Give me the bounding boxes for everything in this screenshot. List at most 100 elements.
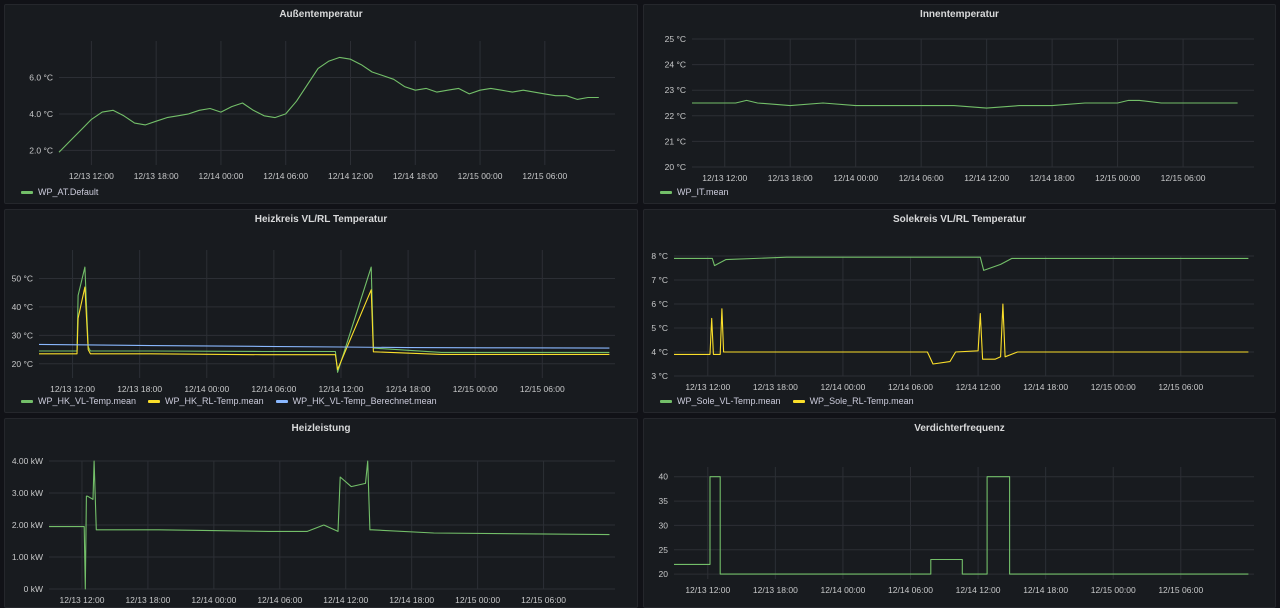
x-tick-label: 12/13 18:00	[125, 595, 170, 605]
x-tick-label: 12/15 06:00	[1158, 382, 1203, 392]
legend-label: WP_HK_VL-Temp_Berechnet.mean	[292, 396, 437, 406]
x-tick-label: 12/14 06:00	[899, 173, 944, 183]
panel-title: Verdichterfrequenz	[914, 423, 1005, 434]
legend-item[interactable]: WP_Sole_RL-Temp.mean	[792, 396, 914, 406]
x-tick-label: 12/14 18:00	[393, 171, 438, 181]
y-tick-label: 20 °C	[665, 162, 686, 172]
y-tick-label: 3.00 kW	[12, 488, 43, 498]
x-tick-label: 12/13 12:00	[50, 384, 95, 394]
legend: WP_IT.mean	[660, 187, 729, 197]
y-tick-label: 40	[659, 472, 669, 482]
x-tick-label: 12/13 12:00	[60, 595, 105, 605]
legend-label: WP_Sole_RL-Temp.mean	[809, 396, 914, 406]
y-tick-label: 20 °C	[12, 359, 33, 369]
chart-heizkreis: 20 °C 30 °C 40 °C 50 °C 12/13 12:00 12/13 18:…	[12, 250, 615, 394]
x-tick-label: 12/15 00:00	[458, 171, 503, 181]
x-tick-label: 12/15 00:00	[1091, 382, 1136, 392]
series-line-1	[49, 460, 610, 590]
panel-aussentemperatur[interactable]: Außentemperatur 2.0 °C 4.0 °C 6.0 °C 12/13 …	[4, 4, 638, 204]
x-tick-label: 12/15 06:00	[1161, 173, 1206, 183]
y-tick-label: 30	[659, 520, 669, 530]
x-tick-label: 12/14 12:00	[328, 171, 373, 181]
panel-title: Solekreis VL/RL Temperatur	[892, 214, 1026, 225]
x-tick-label: 12/14 12:00	[956, 585, 1001, 595]
y-tick-label: 20	[659, 569, 669, 579]
x-tick-label: 12/15 06:00	[522, 171, 567, 181]
x-tick-label: 12/14 12:00	[964, 173, 1009, 183]
y-tick-label: 21 °C	[665, 136, 686, 146]
legend-item[interactable]: WP_HK_VL-Temp_Berechnet.mean	[275, 396, 437, 406]
x-tick-label: 12/14 12:00	[319, 384, 364, 394]
x-tick-label: 12/14 06:00	[888, 382, 933, 392]
y-tick-label: 1.00 kW	[12, 552, 43, 562]
y-tick-label: 23 °C	[665, 85, 686, 95]
legend-item[interactable]: WP_AT.Default	[21, 187, 98, 197]
x-tick-label: 12/14 06:00	[257, 595, 302, 605]
x-tick-label: 12/15 06:00	[521, 595, 566, 605]
chart-solekreis: 3 °C 4 °C 5 °C 6 °C 7 °C 8 °C 12/13 12:00 12/13…	[651, 251, 1254, 392]
y-tick-label: 5 °C	[651, 323, 668, 333]
y-tick-label: 25	[659, 545, 669, 555]
x-tick-label: 12/15 00:00	[453, 384, 498, 394]
panel-heizleistung[interactable]: Heizleistung 0 kW 1.00 kW 2.00 kW 3.00 kW 4.…	[4, 418, 638, 608]
chart-heizleistung: 0 kW 1.00 kW 2.00 kW 3.00 kW 4.00 kW 12/13 12…	[12, 456, 615, 605]
x-tick-label: 12/14 00:00	[820, 585, 865, 595]
legend-swatch	[660, 190, 672, 194]
x-tick-label: 12/14 06:00	[263, 171, 308, 181]
y-tick-label: 40 °C	[12, 302, 33, 312]
y-tick-label: 4 °C	[651, 347, 668, 357]
legend-item[interactable]: WP_HK_VL-Temp.mean	[21, 396, 136, 406]
x-tick-label: 12/15 00:00	[455, 595, 500, 605]
x-tick-label: 12/14 00:00	[184, 384, 229, 394]
legend-item[interactable]: WP_HK_RL-Temp.mean	[148, 396, 264, 406]
panel-solekreis[interactable]: Solekreis VL/RL Temperatur 3 °C 4 °C 5 °C 6…	[643, 209, 1276, 413]
x-tick-label: 12/13 18:00	[753, 585, 798, 595]
x-tick-label: 12/14 06:00	[888, 585, 933, 595]
y-tick-label: 22 °C	[665, 111, 686, 121]
legend-label: WP_AT.Default	[38, 187, 99, 197]
x-tick-label: 12/14 06:00	[251, 384, 296, 394]
series-line-1	[39, 266, 610, 373]
y-tick-label: 4.0 °C	[29, 109, 53, 119]
x-tick-label: 12/14 00:00	[198, 171, 243, 181]
chart-verdichterfrequenz: 20 25 30 35 40 12/13 12:00 12/13 18:00 12/14 00…	[659, 467, 1254, 595]
legend: WP_HK_VL-Temp.mean WP_HK_RL-Temp.mean WP…	[21, 396, 437, 406]
series-line-1	[674, 256, 1249, 271]
y-tick-label: 6.0 °C	[29, 72, 53, 82]
x-tick-label: 12/13 18:00	[134, 171, 179, 181]
legend-item[interactable]: WP_Sole_VL-Temp.mean	[660, 396, 781, 406]
legend-label: WP_HK_RL-Temp.mean	[165, 396, 264, 406]
series-line-2	[674, 303, 1249, 365]
y-tick-label: 24 °C	[665, 60, 686, 70]
legend-item[interactable]: WP_IT.mean	[660, 187, 729, 197]
legend: WP_AT.Default	[21, 187, 98, 197]
panel-verdichterfrequenz[interactable]: Verdichterfrequenz 20 25 30 35 40 12/13 12:00…	[643, 418, 1276, 608]
x-tick-label: 12/14 00:00	[820, 382, 865, 392]
y-tick-label: 25 °C	[665, 34, 686, 44]
series-line-1	[58, 56, 599, 153]
x-tick-label: 12/14 00:00	[191, 595, 236, 605]
legend-swatch	[275, 399, 288, 403]
y-tick-label: 7 °C	[651, 275, 668, 285]
x-tick-label: 12/13 18:00	[768, 173, 813, 183]
y-tick-label: 35	[659, 496, 669, 506]
panel-heizkreis[interactable]: Heizkreis VL/RL Temperatur 20 °C 30 °C 40 …	[4, 209, 638, 413]
legend: WP_Sole_VL-Temp.mean WP_Sole_RL-Temp.mea…	[660, 396, 914, 406]
y-tick-label: 0 kW	[24, 584, 43, 594]
legend-label: WP_IT.mean	[677, 187, 729, 197]
x-tick-label: 12/15 00:00	[1091, 585, 1136, 595]
x-tick-label: 12/14 18:00	[1030, 173, 1075, 183]
series-line-3	[38, 343, 610, 349]
x-tick-label: 12/15 00:00	[1095, 173, 1140, 183]
panel-title: Außentemperatur	[279, 9, 363, 20]
legend-label: WP_Sole_VL-Temp.mean	[677, 396, 781, 406]
y-tick-label: 2.0 °C	[29, 145, 53, 155]
y-tick-label: 8 °C	[651, 251, 668, 261]
x-tick-label: 12/13 18:00	[753, 382, 798, 392]
panel-title: Heizkreis VL/RL Temperatur	[254, 214, 388, 225]
x-tick-label: 12/14 00:00	[833, 173, 878, 183]
panel-innentemperatur[interactable]: Innentemperatur 20 °C 21 °C 22 °C 23 °C 24 °…	[643, 4, 1276, 204]
x-tick-label: 12/13 12:00	[69, 171, 114, 181]
legend-swatch	[660, 399, 672, 403]
legend-swatch	[21, 190, 33, 194]
